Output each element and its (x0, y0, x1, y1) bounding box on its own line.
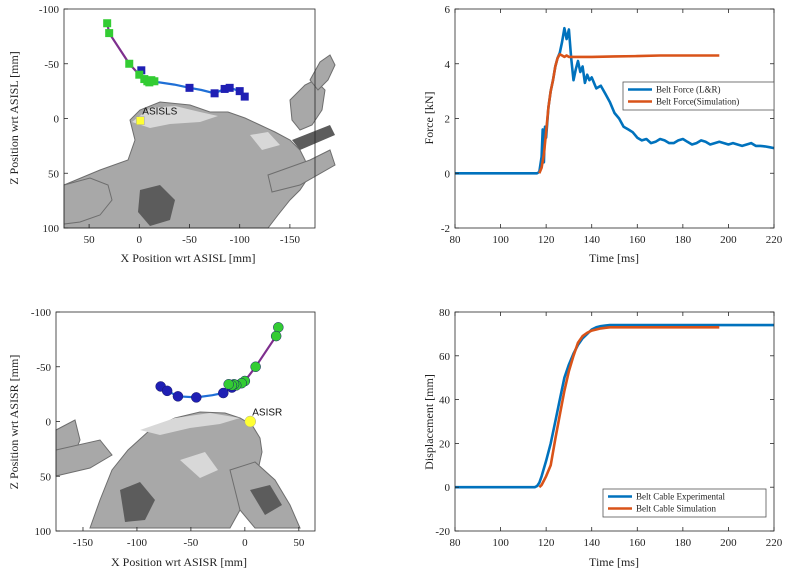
x-tick-label: 80 (450, 537, 462, 549)
y-tick-label: 0 (46, 417, 52, 429)
x-tick-label: 200 (720, 537, 737, 549)
legend-entry: Belt Cable Experimental (636, 492, 725, 502)
x-tick-label: 160 (629, 234, 646, 246)
y-tick-label: 20 (439, 438, 451, 450)
y-tick-label: 40 (439, 395, 451, 407)
y-axis-label: Displacement [mm] (422, 374, 436, 470)
marker-point-navy (161, 385, 173, 397)
legend: Belt Force (L&R) Belt Force(Simulation) (622, 81, 775, 111)
y-tick-label: 6 (445, 4, 451, 16)
x-tick-label: 140 (583, 537, 600, 549)
legend: Belt Cable Experimental Belt Cable Simul… (602, 488, 767, 518)
marker-point-green (103, 19, 112, 28)
x-tick-label: 120 (538, 234, 555, 246)
y-tick-label: 0 (445, 482, 451, 494)
panel-belt-force: 80 100 120 140 160 180 200 220 -2 0 2 4 6 Belt Force… (441, 4, 783, 246)
y-tick-label: 100 (35, 526, 52, 538)
marker-point-green (125, 59, 134, 68)
marker-point-navy (172, 391, 184, 402)
y-axis-label: Z Position wrt ASISL [mm] (7, 51, 21, 185)
y-tick-label: 2 (445, 114, 451, 126)
panel-asisr-trajectory: ASISR -150 -100 -50 0 50 -100 -50 0 50 100 (31, 307, 316, 549)
landmark-label: ASISLS (142, 107, 177, 118)
marker-point-green (150, 77, 159, 86)
x-axis-label: X Position wrt ASISL [mm] (121, 251, 256, 265)
landmark-marker (244, 415, 256, 428)
marker-point-green (250, 361, 261, 372)
x-axis-label: Time [ms] (589, 555, 639, 569)
x-tick-label: 120 (538, 537, 555, 549)
x-tick-label: 220 (766, 537, 783, 549)
y-tick-label: 4 (445, 59, 451, 71)
x-axis-label: Time [ms] (589, 251, 639, 265)
x-tick-label: -150 (280, 234, 301, 246)
marker-point-green (270, 330, 282, 342)
x-tick-label: 160 (629, 537, 646, 549)
legend-entry: Belt Force (L&R) (656, 85, 721, 95)
series-line-orange (538, 52, 720, 174)
plot-area-frame (454, 8, 775, 229)
y-tick-label: -2 (441, 223, 450, 235)
legend-entry: Belt Cable Simulation (636, 504, 716, 514)
x-tick-label: 140 (583, 234, 600, 246)
x-tick-label: 0 (137, 234, 143, 246)
x-tick-label: 100 (492, 234, 509, 246)
x-tick-label: 0 (242, 537, 248, 549)
x-tick-label: -100 (127, 537, 148, 549)
y-tick-label: 0 (54, 114, 60, 126)
pelvis-bone-image-right (55, 411, 301, 529)
x-tick-label: 200 (720, 234, 737, 246)
y-tick-label: -20 (435, 526, 450, 538)
panel-belt-displacement: 80 100 120 140 160 180 200 220 -20 0 20 40 60 80 Belt… (435, 307, 782, 549)
x-axis-label: X Position wrt ASISR [mm] (111, 555, 247, 569)
marker-point-green (273, 322, 284, 333)
y-axis-label: Z Position wrt ASISR [mm] (7, 355, 21, 490)
marker-point-navy (225, 83, 234, 92)
marker-point-navy (218, 387, 229, 399)
panel-asisl-trajectory: ASISLS 50 0 -50 -100 -150 -100 -50 0 50 100 (39, 4, 336, 246)
y-tick-label: 0 (445, 168, 451, 180)
x-tick-label: 80 (450, 234, 462, 246)
trajectory-path-blue (149, 81, 246, 98)
marker-point-green (223, 379, 234, 390)
x-tick-label: 180 (675, 537, 692, 549)
y-tick-label: 50 (40, 471, 52, 483)
x-tick-label: -150 (73, 537, 94, 549)
x-tick-label: 100 (492, 537, 509, 549)
marker-point-navy (220, 84, 229, 93)
x-tick-label: 220 (766, 234, 783, 246)
y-tick-label: 80 (439, 307, 451, 319)
marker-point-navy (240, 92, 249, 101)
y-tick-label: -100 (31, 307, 52, 319)
y-tick-label: 50 (48, 168, 60, 180)
legend-entry: Belt Force(Simulation) (656, 97, 739, 107)
marker-point-navy (137, 66, 146, 75)
marker-point-navy (235, 87, 244, 96)
y-tick-label: -50 (36, 362, 51, 374)
marker-point-navy (191, 392, 202, 403)
y-tick-label: 100 (43, 223, 60, 235)
landmark-marker (136, 116, 145, 125)
marker-point-navy (210, 89, 219, 98)
y-axis-label: Force [kN] (422, 92, 436, 145)
series-line-blue (455, 323, 774, 489)
y-tick-label: 60 (439, 351, 451, 363)
marker-point-navy (185, 83, 194, 92)
marker-point-green (105, 29, 114, 38)
x-tick-label: 180 (675, 234, 692, 246)
series-line-orange (538, 325, 720, 489)
x-tick-label: -50 (182, 234, 197, 246)
x-tick-label: -100 (230, 234, 251, 246)
y-tick-label: -100 (39, 4, 60, 16)
x-tick-label: -50 (184, 537, 199, 549)
y-tick-label: -50 (44, 59, 59, 71)
plot-area-frame (454, 311, 775, 532)
x-tick-label: 50 (293, 537, 305, 549)
landmark-label: ASISR (252, 408, 282, 419)
marker-point-green (135, 70, 144, 79)
pelvis-bone-image-left (63, 54, 336, 229)
x-tick-label: 50 (84, 234, 96, 246)
